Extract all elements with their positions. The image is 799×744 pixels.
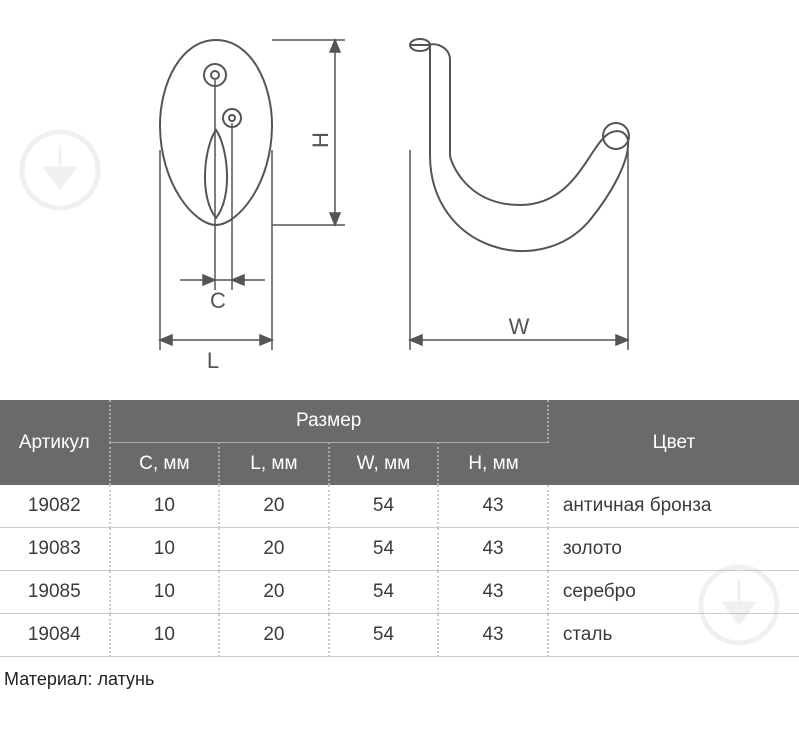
cell-W: 54: [329, 528, 439, 571]
size-table: Артикул Размер Цвет C, мм L, мм W, мм H,…: [0, 400, 799, 657]
cell-W: 54: [329, 614, 439, 657]
col-header-H: H, мм: [438, 443, 548, 486]
cell-article: 19082: [0, 485, 110, 528]
cell-H: 43: [438, 614, 548, 657]
cell-H: 43: [438, 528, 548, 571]
cell-color: сталь: [548, 614, 799, 657]
table-row: 19082 10 20 54 43 античная бронза: [0, 485, 799, 528]
cell-C: 10: [110, 528, 220, 571]
table-row: 19084 10 20 54 43 сталь: [0, 614, 799, 657]
dim-label-W: W: [509, 314, 530, 339]
col-header-L: L, мм: [219, 443, 329, 486]
material-value: латунь: [97, 669, 154, 689]
cell-H: 43: [438, 485, 548, 528]
dim-label-C: C: [210, 288, 226, 313]
material-label: Материал:: [4, 669, 92, 689]
cell-W: 54: [329, 571, 439, 614]
technical-diagram: H C L: [0, 0, 799, 400]
table-row: 19085 10 20 54 43 серебро: [0, 571, 799, 614]
cell-H: 43: [438, 571, 548, 614]
cell-color: серебро: [548, 571, 799, 614]
dimension-L: L: [160, 150, 272, 373]
cell-article: 19084: [0, 614, 110, 657]
watermark-left: [22, 132, 98, 208]
cell-L: 20: [219, 528, 329, 571]
cell-L: 20: [219, 614, 329, 657]
col-header-size: Размер: [110, 400, 548, 443]
col-header-article: Артикул: [0, 400, 110, 485]
cell-C: 10: [110, 571, 220, 614]
side-view: [410, 39, 629, 251]
material-line: Материал: латунь: [0, 657, 799, 690]
dim-label-L: L: [207, 348, 219, 373]
cell-L: 20: [219, 571, 329, 614]
cell-article: 19083: [0, 528, 110, 571]
cell-article: 19085: [0, 571, 110, 614]
cell-W: 54: [329, 485, 439, 528]
cell-color: античная бронза: [548, 485, 799, 528]
cell-color: золото: [548, 528, 799, 571]
cell-C: 10: [110, 614, 220, 657]
table-body: 19082 10 20 54 43 античная бронза 19083 …: [0, 485, 799, 657]
table-row: 19083 10 20 54 43 золото: [0, 528, 799, 571]
col-header-W: W, мм: [329, 443, 439, 486]
cell-C: 10: [110, 485, 220, 528]
front-view: [160, 40, 272, 225]
dim-label-H: H: [308, 132, 333, 148]
cell-L: 20: [219, 485, 329, 528]
diagram-svg: H C L: [0, 0, 799, 400]
col-header-C: C, мм: [110, 443, 220, 486]
dimension-H: H: [272, 40, 345, 225]
col-header-color: Цвет: [548, 400, 799, 485]
